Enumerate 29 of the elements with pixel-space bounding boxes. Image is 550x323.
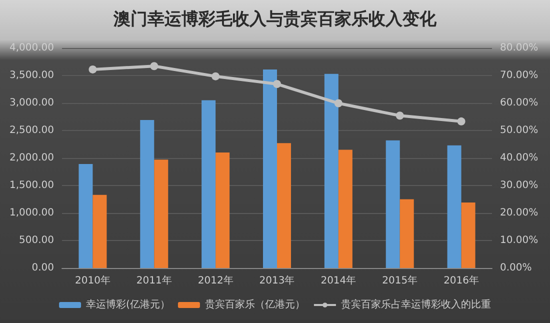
- x-tick-label: 2016年: [444, 274, 480, 286]
- legend-label: 贵宾百家乐占幸运博彩收入的比重: [340, 298, 491, 310]
- x-tick-label: 2014年: [320, 274, 356, 286]
- y2-tick-label: 40.00%: [500, 152, 538, 164]
- x-tick-label: 2012年: [198, 274, 234, 286]
- y-tick-label: 3,500.00: [9, 70, 54, 81]
- y-tick-label: 0.00: [32, 262, 54, 274]
- y-tick-label: 3,000.00: [9, 98, 54, 108]
- y-tick-label: 1,500.00: [9, 180, 54, 191]
- y2-tick-label: 80.00%: [500, 42, 538, 54]
- y2-tick-label: 50.00%: [500, 125, 538, 136]
- y-tick-label: 4,000.00: [9, 42, 54, 54]
- x-tick-label: 2013年: [259, 274, 295, 286]
- y-tick-label: 2,500.00: [9, 125, 54, 136]
- legend-label: 贵宾百家乐（亿港元）: [204, 298, 305, 310]
- y2-tick-label: 20.00%: [500, 208, 538, 218]
- y2-tick-label: 0.00%: [500, 262, 532, 274]
- y2-tick-label: 30.00%: [500, 180, 538, 191]
- y2-tick-label: 70.00%: [500, 70, 538, 81]
- x-tick-label: 2010年: [74, 274, 110, 286]
- y-tick-label: 1,000.00: [9, 208, 54, 218]
- y2-tick-label: 60.00%: [500, 98, 538, 108]
- legend-label: 幸运博彩(亿港元）: [86, 298, 170, 310]
- y-tick-label: 2,000.00: [9, 152, 54, 164]
- y2-tick-label: 10.00%: [500, 235, 538, 246]
- chart-title: 澳门幸运博彩毛收入与贵宾百家乐收入变化: [112, 10, 438, 30]
- y-tick-label: 500.00: [19, 235, 54, 246]
- x-tick-label: 2015年: [382, 274, 418, 286]
- x-tick-label: 2011年: [136, 274, 172, 286]
